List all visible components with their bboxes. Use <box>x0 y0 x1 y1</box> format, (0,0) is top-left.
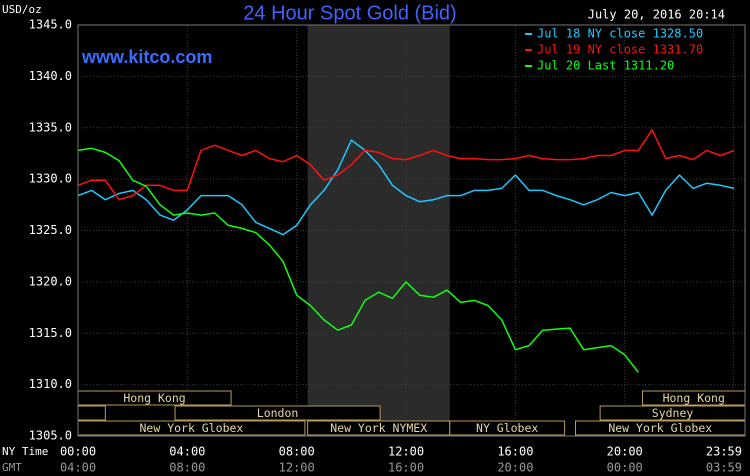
session-label: London <box>257 406 299 420</box>
x-tick-label: 16:00 <box>497 445 533 459</box>
y-tick-label: 1310.0 <box>29 377 72 391</box>
y-tick-label: 1315.0 <box>29 326 72 340</box>
x2-tick-label: 04:00 <box>60 461 96 475</box>
y-tick-label: 1325.0 <box>29 223 72 237</box>
series-line <box>77 147 639 373</box>
session-label: New York NYMEX <box>330 421 427 435</box>
x2-tick-label: 08:00 <box>169 461 205 475</box>
legend-label: Jul 18 NY close 1328.50 <box>537 27 703 41</box>
chart-title: 24 Hour Spot Gold (Bid) <box>243 2 456 24</box>
y-tick-label: 1330.0 <box>29 172 72 186</box>
session-label: NY Globex <box>476 421 538 435</box>
y-tick-label: 1305.0 <box>29 429 72 443</box>
session-box <box>449 420 566 436</box>
plot-border <box>77 24 746 437</box>
x2-tick-label: 00:00 <box>607 461 643 475</box>
session-box <box>174 405 381 421</box>
x2-tick-label: 03:59 <box>706 461 742 475</box>
x-tick-label: 00:00 <box>60 445 96 459</box>
y-tick-label: 1335.0 <box>29 120 72 134</box>
timestamp: July 20, 2016 20:14 <box>588 8 725 22</box>
session-label: New York Globex <box>140 421 244 435</box>
plot: 1305.0 1310.0 1315.0 1320.0 1325.0 1330.0 1335… <box>29 18 746 475</box>
x-tick-label: 20:00 <box>607 445 643 459</box>
y-tick-label: 1340.0 <box>29 69 72 83</box>
legend-label: Jul 19 NY close 1331.70 <box>537 43 703 57</box>
x2-tick-label: 12:00 <box>279 461 315 475</box>
session-label: New York Globex <box>608 421 712 435</box>
session-label: Sydney <box>652 406 694 420</box>
x2-row-label: GMT <box>2 461 22 474</box>
session-box <box>77 405 106 421</box>
y-axis-label: USD/oz <box>2 3 42 16</box>
x-tick-label: 04:00 <box>169 445 205 459</box>
x-tick-label: 08:00 <box>279 445 315 459</box>
y-tick-label: 1345.0 <box>29 18 72 32</box>
series-line <box>77 129 735 201</box>
x2-tick-label: 16:00 <box>388 461 424 475</box>
legend-label: Jul 20 Last 1311.20 <box>537 59 674 73</box>
x-tick-label: 12:00 <box>388 445 424 459</box>
x-row-label: NY Time <box>2 445 48 458</box>
plot-underlay <box>77 24 745 437</box>
session-label: Hong Kong <box>123 391 185 405</box>
series-line <box>77 139 735 236</box>
x-tick-label: 23:59 <box>706 445 742 459</box>
watermark: www.kitco.com <box>81 47 212 67</box>
session-label: Hong Kong <box>663 391 725 405</box>
y-tick-label: 1320.0 <box>29 274 72 288</box>
x2-tick-label: 20:00 <box>497 461 533 475</box>
